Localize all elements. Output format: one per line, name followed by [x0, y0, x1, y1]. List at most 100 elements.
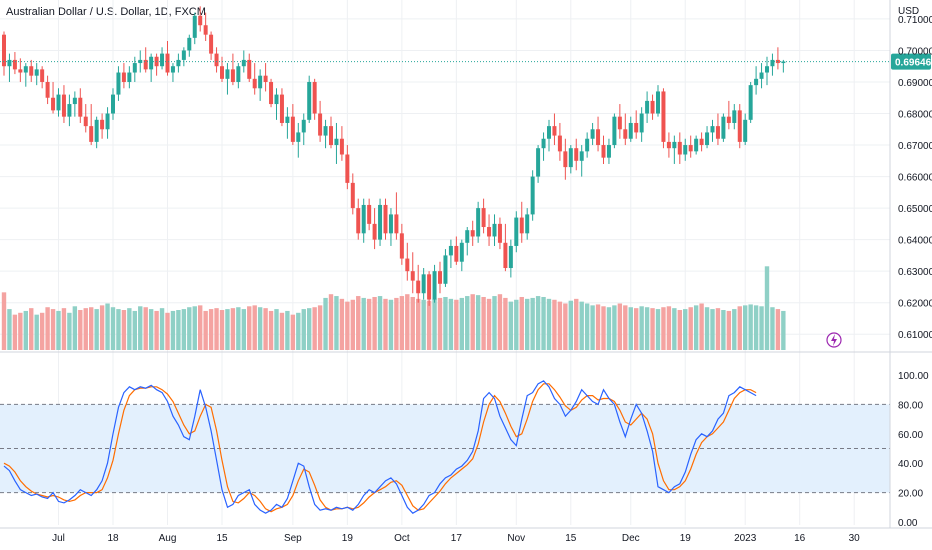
candle [530, 170, 535, 221]
candle [656, 85, 660, 117]
candle-body [536, 148, 541, 177]
volume-bar [110, 307, 116, 350]
candle-body [568, 148, 573, 168]
candle [732, 104, 737, 130]
candle [683, 138, 688, 161]
candle [307, 75, 312, 123]
candle [590, 122, 595, 146]
time-tick-label: Oct [394, 533, 410, 544]
candle [416, 264, 421, 303]
candle [759, 63, 764, 89]
candle [503, 223, 508, 272]
volume-bar [203, 310, 208, 350]
osc-tick-label: 40.00 [898, 459, 923, 470]
candle-body [23, 66, 28, 73]
candle-body [476, 208, 481, 237]
volume-bar [644, 307, 650, 350]
candle [127, 66, 132, 89]
volume-bar [148, 309, 154, 350]
volume-bar [296, 312, 301, 350]
candle [149, 53, 154, 82]
candle-body [7, 59, 12, 67]
candle-body [552, 126, 557, 136]
volume-bar [89, 307, 94, 350]
volume-bar [312, 307, 317, 350]
candle [78, 88, 83, 123]
candle-body [645, 100, 650, 114]
candle-body [116, 72, 121, 95]
candle-body [105, 113, 110, 130]
volume-bar [535, 296, 541, 350]
candle [710, 119, 715, 142]
candle-body [454, 245, 459, 262]
candle [367, 198, 372, 231]
candle [666, 132, 671, 158]
candle [661, 88, 666, 149]
candle [170, 63, 175, 82]
candle [721, 113, 726, 142]
volume-bar [693, 305, 699, 350]
volume-bar [181, 309, 187, 350]
time-tick-label: 17 [451, 533, 463, 544]
candle [61, 85, 66, 123]
candle [470, 220, 475, 246]
candle [601, 135, 606, 164]
candle-body [585, 138, 590, 152]
candle-body [748, 85, 753, 120]
volume-bar [557, 301, 563, 350]
candle [688, 135, 693, 158]
volume-bar [743, 305, 748, 350]
candle-body [61, 94, 66, 117]
candle [138, 50, 143, 73]
candle [12, 52, 17, 75]
candle [2, 31, 6, 76]
candle-body [372, 223, 377, 240]
candle [465, 227, 470, 256]
candle [94, 116, 99, 149]
volume-bar [345, 301, 350, 350]
volume-bar [328, 294, 334, 350]
candle-body [225, 69, 230, 79]
volume-bar [710, 309, 715, 350]
volume-bar [192, 306, 197, 350]
candle-body [160, 53, 165, 67]
time-tick-label: 30 [849, 533, 861, 544]
volume-bar [317, 305, 323, 350]
volume-bar [623, 305, 628, 350]
candle [547, 119, 551, 152]
volume-bar [421, 299, 426, 350]
candle-body [388, 214, 393, 234]
volume-bar [732, 309, 737, 350]
axes [0, 0, 932, 529]
time-tick-label: Dec [622, 533, 640, 544]
candle [220, 56, 224, 82]
candle [568, 145, 573, 174]
volume-bar [83, 308, 88, 350]
candle-body [448, 245, 453, 256]
time-tick-label: 2023 [734, 533, 757, 544]
candle [279, 88, 284, 127]
volume-bar [726, 310, 732, 350]
volume-bar [241, 309, 246, 350]
candle-body [198, 15, 203, 26]
candle-body [617, 116, 622, 130]
volume-bar [628, 307, 633, 350]
candle [72, 91, 77, 117]
volume-bar [208, 309, 214, 350]
volume-bar [410, 296, 415, 350]
volume-bar [443, 296, 448, 350]
last-price-badge [891, 53, 931, 70]
candle-body [541, 138, 546, 149]
candle-body [547, 126, 551, 139]
candle-body [683, 145, 688, 155]
candle-body [519, 217, 524, 234]
candle [176, 53, 181, 73]
candle-body [40, 69, 45, 82]
volume-bar [748, 304, 753, 350]
candle [203, 12, 208, 41]
candle [214, 47, 219, 73]
candle [105, 107, 110, 139]
candlesticks[interactable] [2, 6, 786, 306]
